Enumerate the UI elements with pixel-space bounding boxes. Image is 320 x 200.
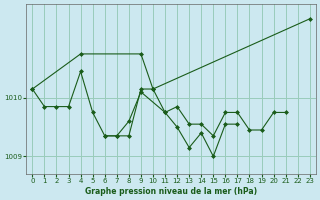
X-axis label: Graphe pression niveau de la mer (hPa): Graphe pression niveau de la mer (hPa) xyxy=(85,187,257,196)
